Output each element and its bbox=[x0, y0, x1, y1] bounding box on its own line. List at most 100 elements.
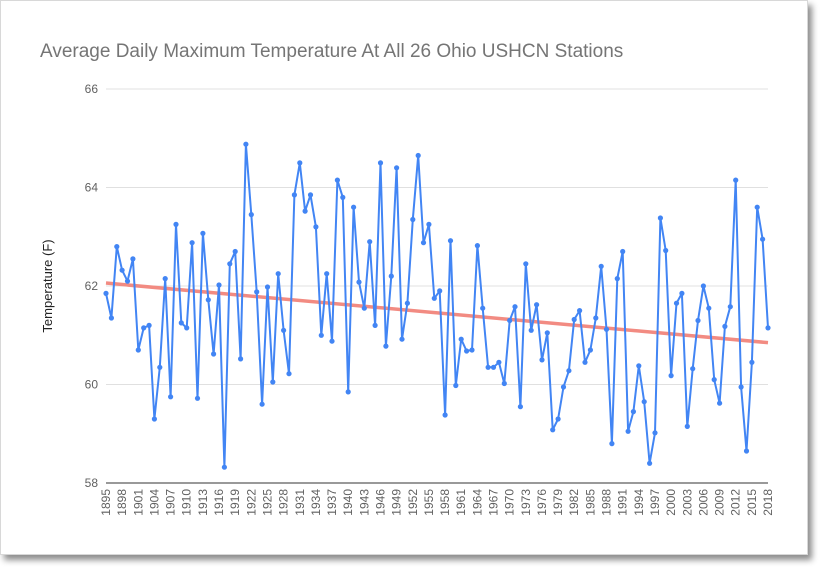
data-point bbox=[474, 243, 480, 249]
data-point bbox=[141, 325, 147, 331]
data-point bbox=[420, 240, 427, 246]
data-point bbox=[609, 441, 615, 447]
data-point bbox=[560, 384, 567, 390]
x-tick-label: 1919 bbox=[228, 489, 242, 516]
x-tick-label: 1961 bbox=[454, 489, 468, 516]
x-tick-label: 1970 bbox=[503, 489, 517, 516]
x-tick-label: 1985 bbox=[583, 489, 597, 516]
chart-title: Average Daily Maximum Temperature At All… bbox=[40, 41, 623, 62]
data-point bbox=[507, 317, 513, 324]
x-tick-label: 1997 bbox=[648, 489, 662, 516]
data-point bbox=[464, 348, 470, 354]
data-point bbox=[286, 371, 292, 377]
data-point bbox=[614, 276, 620, 282]
data-point bbox=[528, 327, 534, 333]
data-point bbox=[281, 327, 287, 333]
series-line bbox=[105, 143, 769, 469]
data-point bbox=[690, 366, 696, 372]
data-point bbox=[108, 315, 114, 321]
data-point bbox=[211, 351, 217, 357]
data-point bbox=[765, 325, 771, 331]
data-point bbox=[415, 152, 421, 159]
data-point bbox=[485, 364, 491, 370]
data-point bbox=[620, 248, 626, 255]
data-point bbox=[437, 288, 443, 294]
data-point bbox=[426, 221, 432, 227]
data-point bbox=[307, 192, 314, 198]
data-point bbox=[695, 317, 701, 324]
data-point bbox=[673, 300, 680, 306]
data-point bbox=[297, 160, 303, 166]
data-point bbox=[598, 263, 604, 269]
data-point bbox=[313, 224, 319, 230]
data-point bbox=[544, 330, 550, 336]
data-point bbox=[657, 215, 664, 221]
data-point bbox=[399, 336, 405, 342]
data-point bbox=[259, 401, 265, 407]
x-tick-label: 1946 bbox=[373, 489, 387, 516]
data-point bbox=[184, 325, 190, 331]
data-point bbox=[275, 271, 281, 277]
data-point bbox=[162, 276, 168, 282]
data-point bbox=[684, 423, 690, 429]
data-point bbox=[238, 356, 244, 362]
data-point bbox=[722, 323, 728, 329]
data-point bbox=[189, 240, 195, 246]
data-point bbox=[501, 380, 507, 387]
data-point bbox=[248, 212, 254, 218]
x-tick-label: 2012 bbox=[729, 489, 743, 516]
data-point bbox=[135, 347, 141, 353]
data-point bbox=[587, 347, 594, 353]
data-point bbox=[205, 297, 211, 303]
data-point bbox=[458, 336, 464, 342]
data-point bbox=[383, 343, 389, 349]
y-tick-label: 58 bbox=[85, 476, 99, 490]
x-tick-label: 1994 bbox=[632, 489, 646, 516]
data-point bbox=[367, 239, 373, 245]
y-tick-label: 62 bbox=[85, 279, 99, 293]
data-point bbox=[356, 279, 362, 285]
data-point bbox=[227, 261, 233, 267]
x-tick-label: 1964 bbox=[470, 489, 484, 516]
data-point bbox=[178, 320, 184, 326]
data-point bbox=[264, 284, 271, 290]
data-point bbox=[706, 305, 712, 311]
y-axis-ticks: 58 60 62 64 66 bbox=[85, 82, 99, 490]
x-tick-label: 1976 bbox=[535, 489, 549, 516]
x-tick-label: 1925 bbox=[260, 489, 274, 516]
x-tick-label: 2000 bbox=[664, 489, 678, 516]
data-point bbox=[641, 399, 647, 405]
data-point bbox=[334, 177, 340, 183]
data-point bbox=[711, 377, 717, 383]
x-tick-label: 1907 bbox=[164, 489, 178, 516]
data-point bbox=[636, 363, 642, 369]
x-tick-label: 1928 bbox=[277, 489, 291, 516]
data-point bbox=[168, 394, 174, 400]
data-point bbox=[130, 256, 136, 262]
data-point bbox=[738, 384, 744, 390]
data-point bbox=[480, 305, 486, 311]
data-point bbox=[254, 289, 260, 295]
x-tick-label: 2018 bbox=[761, 489, 775, 516]
series-group bbox=[103, 141, 771, 470]
data-point bbox=[593, 315, 599, 321]
data-point bbox=[340, 194, 346, 200]
data-point bbox=[582, 359, 588, 365]
data-point bbox=[630, 409, 637, 415]
x-tick-label: 1904 bbox=[147, 489, 161, 516]
data-point bbox=[351, 204, 357, 210]
data-point bbox=[577, 308, 583, 314]
x-tick-label: 1982 bbox=[567, 489, 581, 516]
data-point bbox=[625, 428, 631, 434]
x-tick-label: 2015 bbox=[745, 489, 759, 516]
data-point bbox=[566, 368, 572, 374]
y-axis-label: Temperature (F) bbox=[40, 239, 55, 332]
x-tick-label: 2009 bbox=[713, 489, 727, 516]
x-tick-label: 2003 bbox=[680, 489, 694, 516]
data-point bbox=[329, 338, 335, 344]
data-point bbox=[534, 302, 540, 308]
data-point bbox=[453, 382, 459, 389]
data-point bbox=[647, 460, 653, 466]
data-point bbox=[318, 332, 324, 338]
